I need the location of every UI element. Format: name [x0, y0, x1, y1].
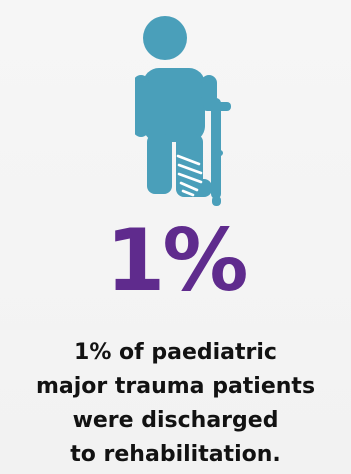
caption-line-1: 1% of paediatric: [74, 340, 277, 365]
child-with-cast-and-crutch-icon: [133, 10, 245, 206]
percentage-stat: 1%: [105, 211, 248, 311]
caption-line-3: were discharged: [72, 408, 279, 433]
child-with-cast-and-crutch-icon: [133, 16, 231, 206]
caption-line-4: to rehabilitation.: [70, 442, 281, 467]
stat-caption: 1% of paediatric major trauma patients w…: [0, 336, 351, 472]
caption-line-2: major trauma patients: [35, 374, 316, 399]
